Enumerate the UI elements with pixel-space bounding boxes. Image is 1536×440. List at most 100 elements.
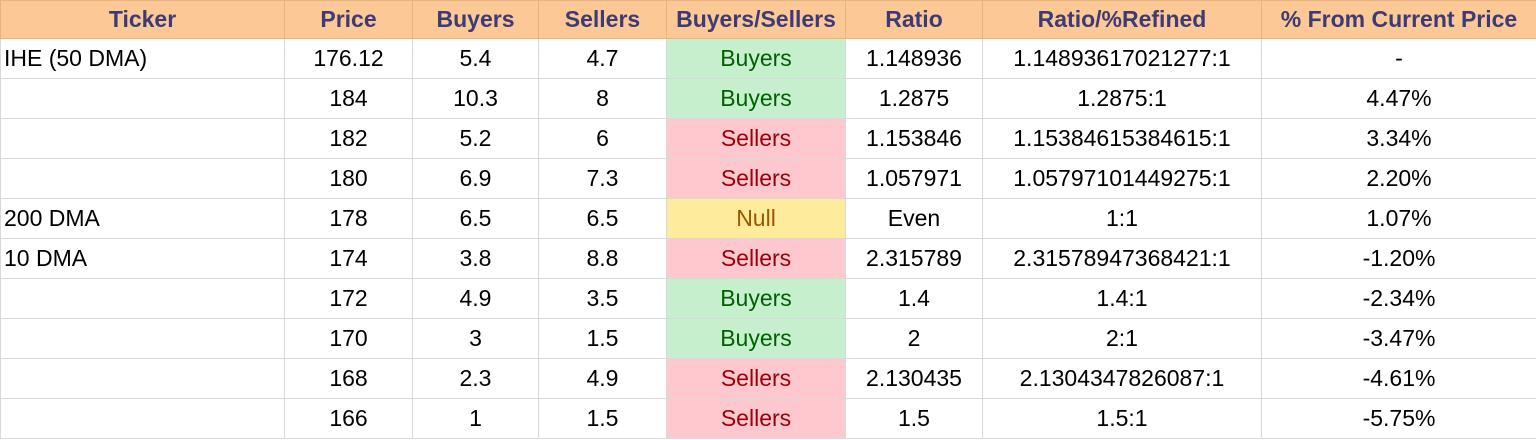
cell-signal[interactable]: Sellers — [666, 358, 846, 399]
cell-buyers[interactable]: 4.9 — [412, 278, 539, 319]
cell-buyers[interactable]: 3 — [412, 318, 539, 359]
cell-ticker[interactable] — [0, 358, 285, 399]
cell-ticker[interactable] — [0, 318, 285, 359]
table-row: 200 DMA 178 6.5 6.5 Null Even 1:1 1.07% — [0, 198, 1536, 239]
cell-pct-from-current[interactable]: -3.47% — [1261, 318, 1536, 359]
cell-signal[interactable]: Sellers — [666, 158, 846, 199]
cell-ticker[interactable]: 200 DMA — [0, 198, 285, 239]
cell-ratio[interactable]: 1.5 — [845, 398, 983, 439]
cell-ratio[interactable]: 1.057971 — [845, 158, 983, 199]
cell-ratio[interactable]: 1.148936 — [845, 38, 983, 79]
cell-price[interactable]: 170 — [284, 318, 413, 359]
cell-buyers[interactable]: 5.2 — [412, 118, 539, 159]
cell-price[interactable]: 182 — [284, 118, 413, 159]
cell-ratio-refined[interactable]: 1.2875:1 — [982, 78, 1262, 119]
cell-signal[interactable]: Buyers — [666, 318, 846, 359]
cell-price[interactable]: 168 — [284, 358, 413, 399]
cell-sellers[interactable]: 7.3 — [538, 158, 667, 199]
cell-signal[interactable]: Sellers — [666, 118, 846, 159]
cell-price[interactable]: 176.12 — [284, 38, 413, 79]
cell-pct-from-current[interactable]: - — [1261, 38, 1536, 79]
cell-ticker[interactable]: IHE (50 DMA) — [0, 38, 285, 79]
cell-ratio[interactable]: 2.315789 — [845, 238, 983, 279]
table-row: 168 2.3 4.9 Sellers 2.130435 2.1304347826087:… — [0, 358, 1536, 399]
cell-ratio[interactable]: 2 — [845, 318, 983, 359]
cell-signal[interactable]: Buyers — [666, 38, 846, 79]
cell-ratio[interactable]: 1.153846 — [845, 118, 983, 159]
table-row: 170 3 1.5 Buyers 2 2:1 -3.47% — [0, 318, 1536, 359]
cell-ratio[interactable]: 1.2875 — [845, 78, 983, 119]
table-row: 10 DMA 174 3.8 8.8 Sellers 2.315789 2.31578947… — [0, 238, 1536, 279]
cell-buyers[interactable]: 10.3 — [412, 78, 539, 119]
cell-price[interactable]: 178 — [284, 198, 413, 239]
cell-ticker[interactable]: 10 DMA — [0, 238, 285, 279]
header-pct-from-current[interactable]: % From Current Price — [1261, 0, 1536, 39]
cell-sellers[interactable]: 8.8 — [538, 238, 667, 279]
cell-buyers[interactable]: 2.3 — [412, 358, 539, 399]
header-price[interactable]: Price — [284, 0, 413, 39]
table-row: 172 4.9 3.5 Buyers 1.4 1.4:1 -2.34% — [0, 278, 1536, 319]
cell-sellers[interactable]: 8 — [538, 78, 667, 119]
cell-pct-from-current[interactable]: -1.20% — [1261, 238, 1536, 279]
cell-sellers[interactable]: 6 — [538, 118, 667, 159]
cell-signal[interactable]: Sellers — [666, 398, 846, 439]
cell-signal[interactable]: Buyers — [666, 278, 846, 319]
cell-ratio-refined[interactable]: 1.4:1 — [982, 278, 1262, 319]
cell-buyers[interactable]: 1 — [412, 398, 539, 439]
header-ratio[interactable]: Ratio — [845, 0, 983, 39]
cell-ratio-refined[interactable]: 1.15384615384615:1 — [982, 118, 1262, 159]
header-buyers[interactable]: Buyers — [412, 0, 539, 39]
cell-sellers[interactable]: 6.5 — [538, 198, 667, 239]
cell-ratio-refined[interactable]: 2.31578947368421:1 — [982, 238, 1262, 279]
cell-ratio[interactable]: Even — [845, 198, 983, 239]
header-ticker[interactable]: Ticker — [0, 0, 285, 39]
table-row: 166 1 1.5 Sellers 1.5 1.5:1 -5.75% — [0, 398, 1536, 439]
cell-buyers[interactable]: 5.4 — [412, 38, 539, 79]
cell-pct-from-current[interactable]: -2.34% — [1261, 278, 1536, 319]
cell-ticker[interactable] — [0, 278, 285, 319]
cell-pct-from-current[interactable]: -4.61% — [1261, 358, 1536, 399]
cell-buyers[interactable]: 6.9 — [412, 158, 539, 199]
cell-ratio-refined[interactable]: 1.05797101449275:1 — [982, 158, 1262, 199]
cell-ratio-refined[interactable]: 1:1 — [982, 198, 1262, 239]
cell-sellers[interactable]: 1.5 — [538, 398, 667, 439]
cell-sellers[interactable]: 4.7 — [538, 38, 667, 79]
table-row: 180 6.9 7.3 Sellers 1.057971 1.05797101449275… — [0, 158, 1536, 199]
header-buyers-sellers[interactable]: Buyers/Sellers — [666, 0, 846, 39]
cell-signal[interactable]: Buyers — [666, 78, 846, 119]
cell-price[interactable]: 174 — [284, 238, 413, 279]
cell-ratio-refined[interactable]: 2:1 — [982, 318, 1262, 359]
cell-ratio-refined[interactable]: 1.5:1 — [982, 398, 1262, 439]
cell-ticker[interactable] — [0, 78, 285, 119]
cell-pct-from-current[interactable]: 3.34% — [1261, 118, 1536, 159]
cell-sellers[interactable]: 4.9 — [538, 358, 667, 399]
cell-signal[interactable]: Sellers — [666, 238, 846, 279]
cell-price[interactable]: 184 — [284, 78, 413, 119]
table-row: 182 5.2 6 Sellers 1.153846 1.15384615384615:1… — [0, 118, 1536, 159]
header-row: Ticker Price Buyers Sellers Buyers/Selle… — [0, 0, 1536, 39]
cell-price[interactable]: 180 — [284, 158, 413, 199]
cell-sellers[interactable]: 3.5 — [538, 278, 667, 319]
cell-pct-from-current[interactable]: 4.47% — [1261, 78, 1536, 119]
cell-sellers[interactable]: 1.5 — [538, 318, 667, 359]
cell-pct-from-current[interactable]: 1.07% — [1261, 198, 1536, 239]
cell-ratio[interactable]: 1.4 — [845, 278, 983, 319]
cell-ticker[interactable] — [0, 398, 285, 439]
cell-buyers[interactable]: 3.8 — [412, 238, 539, 279]
cell-buyers[interactable]: 6.5 — [412, 198, 539, 239]
table-row: IHE (50 DMA) 176.12 5.4 4.7 Buyers 1.148936 1.… — [0, 38, 1536, 79]
cell-ticker[interactable] — [0, 118, 285, 159]
cell-ratio-refined[interactable]: 2.1304347826087:1 — [982, 358, 1262, 399]
cell-ratio-refined[interactable]: 1.14893617021277:1 — [982, 38, 1262, 79]
header-sellers[interactable]: Sellers — [538, 0, 667, 39]
header-ratio-refined[interactable]: Ratio/%Refined — [982, 0, 1262, 39]
cell-ratio[interactable]: 2.130435 — [845, 358, 983, 399]
cell-signal[interactable]: Null — [666, 198, 846, 239]
cell-price[interactable]: 172 — [284, 278, 413, 319]
cell-pct-from-current[interactable]: -5.75% — [1261, 398, 1536, 439]
cell-pct-from-current[interactable]: 2.20% — [1261, 158, 1536, 199]
cell-price[interactable]: 166 — [284, 398, 413, 439]
cell-ticker[interactable] — [0, 158, 285, 199]
table-row: 184 10.3 8 Buyers 1.2875 1.2875:1 4.47% — [0, 78, 1536, 119]
